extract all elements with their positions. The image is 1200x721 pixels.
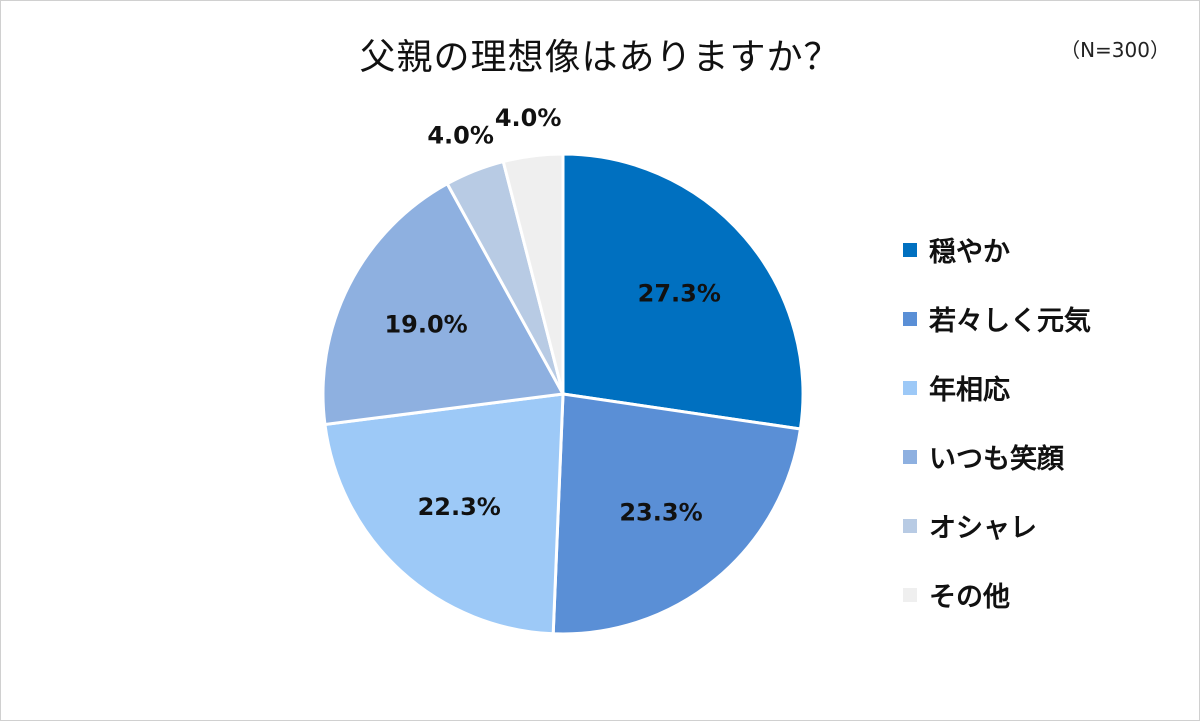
pie-slices	[321, 152, 805, 636]
legend-item-2: 若々しく元気	[903, 284, 1091, 353]
chart-legend: 穏やか若々しく元気 年相応いつも笑顔オシャレその他	[903, 215, 1091, 629]
data-label-5: 4.0%	[427, 122, 494, 150]
data-label-6: 4.0%	[495, 104, 562, 132]
chart-title: 父親の理想像はありますか？	[359, 37, 841, 78]
data-label-4: 19.0%	[384, 310, 467, 338]
legend-item-1: 穏やか	[903, 215, 1091, 284]
pie-slice-6	[501, 152, 565, 395]
legend-label: いつも笑顔	[929, 444, 1064, 475]
pie-slice-4	[321, 181, 566, 427]
legend-label: オシャレ	[929, 513, 1037, 544]
legend-item-4: いつも笑顔	[903, 422, 1091, 491]
pie-data-labels: 27.3% 23.3% 22.3% 19.0% 4.0%4.0%	[384, 104, 720, 526]
pie-slice-2	[551, 392, 803, 636]
pie-slice-1	[561, 152, 805, 431]
legend-swatch	[903, 311, 917, 326]
legend-swatch	[903, 242, 917, 257]
legend-label: 若々しく元気	[929, 306, 1091, 337]
data-label-2: 23.3%	[619, 498, 702, 526]
data-label-1: 27.3%	[638, 280, 721, 308]
data-label-3: 22.3%	[418, 493, 501, 521]
legend-swatch	[903, 380, 917, 395]
legend-label: 年相応	[929, 375, 1010, 406]
legend-swatch	[903, 587, 917, 602]
sample-size-note: （N=300）	[1060, 38, 1170, 62]
pie-slice-3	[323, 392, 565, 636]
legend-label: 穏やか	[929, 237, 1010, 268]
legend-swatch	[903, 518, 917, 533]
legend-label: その他	[929, 582, 1010, 613]
legend-item-3: 年相応	[903, 353, 1091, 422]
legend-swatch	[903, 449, 917, 464]
legend-item-6: その他	[903, 560, 1091, 629]
legend-item-5: オシャレ	[903, 491, 1091, 560]
